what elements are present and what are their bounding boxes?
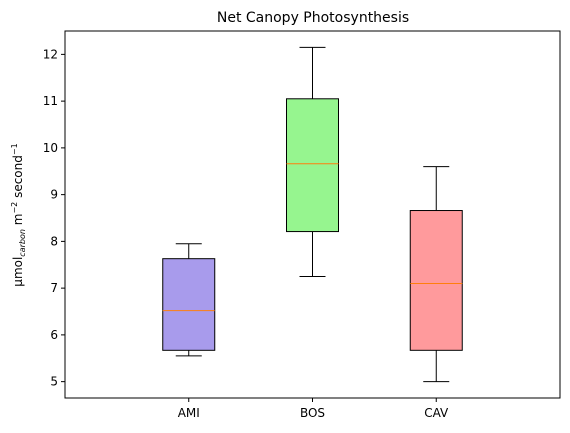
y-tick-label-0: 5 [50,375,58,389]
box-cav [409,210,463,351]
y-label-subscript: carbon [18,229,27,257]
y-tick-label-1: 6 [50,328,58,342]
y-axis-label: µmolcarbon m−2 second−1 [10,143,27,286]
y-tick-label-4: 9 [50,188,58,202]
axes-frame [64,30,561,399]
y-tick-label-5: 10 [43,141,58,155]
y-label-sup2: −1 [10,143,19,155]
box-bos [286,98,339,233]
chart-title: Net Canopy Photosynthesis [217,10,409,26]
box-ami [162,258,216,351]
plot-area: 5 6 7 8 9 10 11 12 AMI BOS CAV [43,30,561,420]
y-label-prefix: µmol [11,257,25,287]
y-tick-label-2: 7 [50,281,58,295]
x-tick-label-cav: CAV [424,406,449,420]
y-label-sup1: −2 [10,202,19,214]
x-tick-label-bos: BOS [300,406,325,420]
x-tick-label-ami: AMI [178,406,200,420]
y-tick-label-3: 8 [50,234,58,248]
y-tick-label-7: 12 [43,47,58,61]
y-tick-label-6: 11 [43,94,58,108]
y-label-middle2: second [11,155,25,202]
y-label-middle: m [11,214,25,230]
